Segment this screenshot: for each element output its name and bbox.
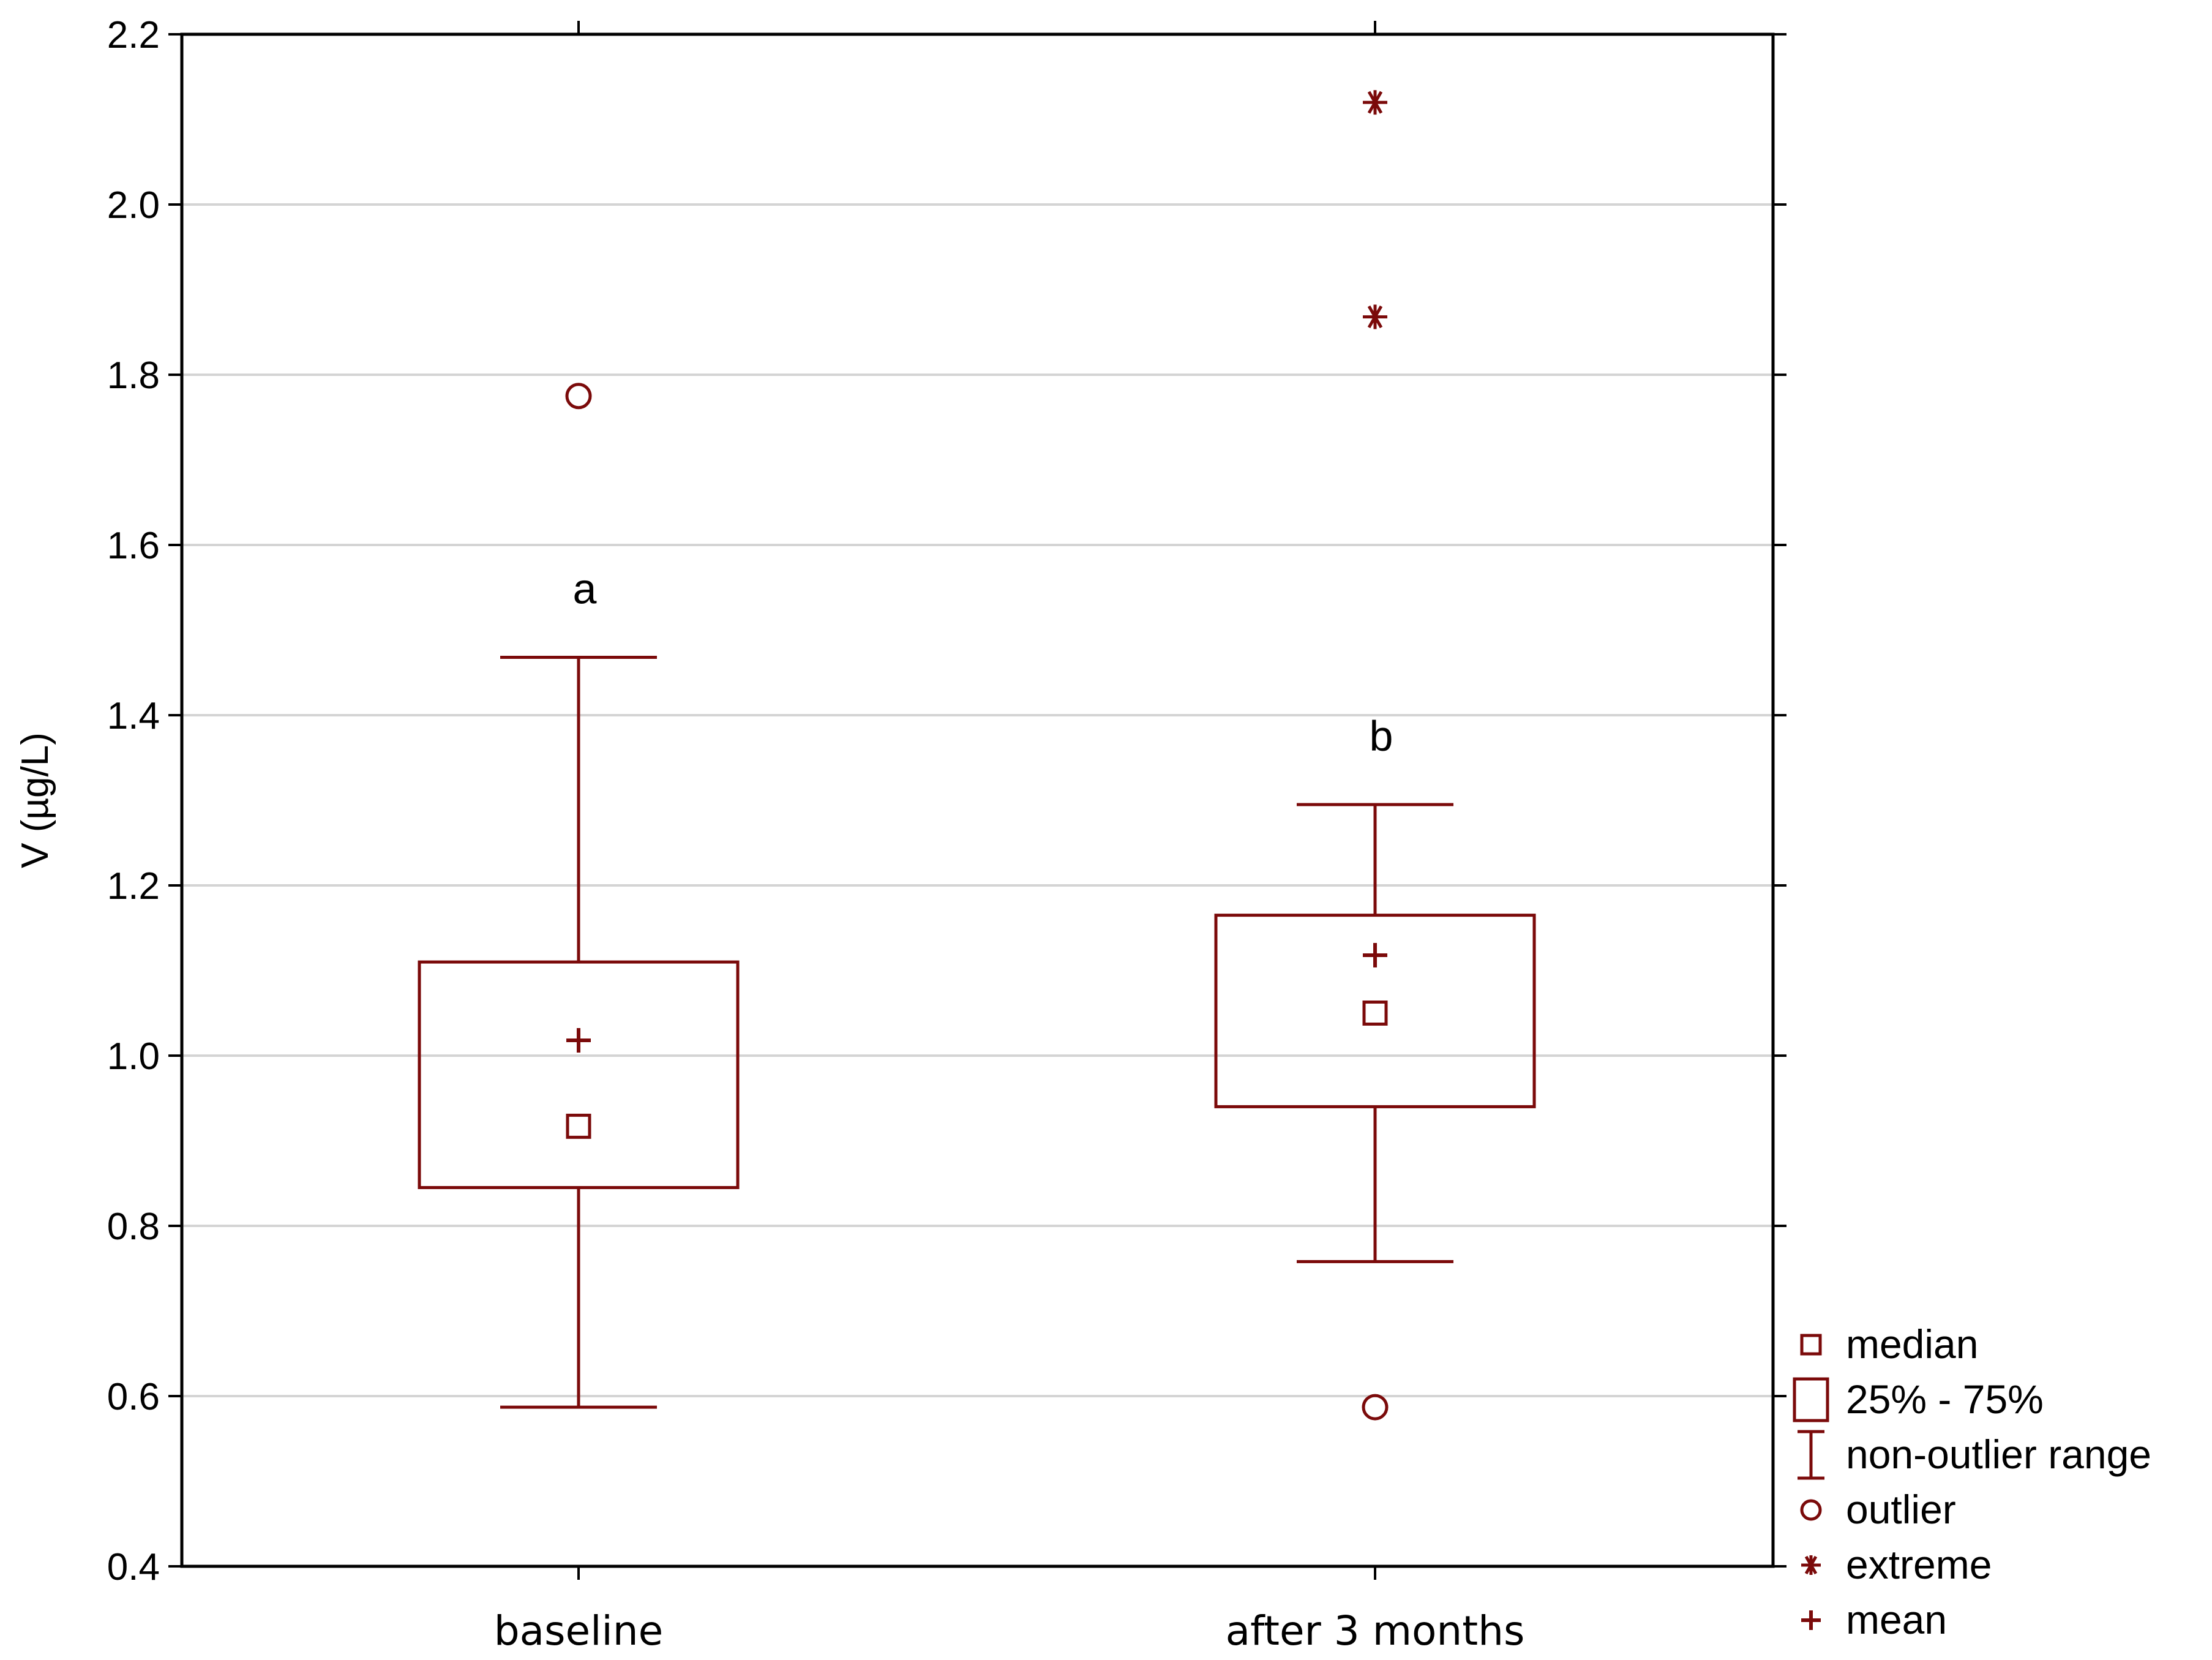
y-tick-label: 1.4: [107, 695, 160, 737]
y-tick-label: 1.0: [107, 1035, 160, 1078]
series-1: b: [1214, 90, 1536, 1421]
y-tick-label: 1.6: [107, 525, 160, 567]
legend-item-whisker: non-outlier range: [1798, 1430, 2151, 1480]
mean-marker: [1363, 942, 1387, 967]
legend-label: median: [1846, 1321, 1978, 1367]
y-axis-label: V (µg/L): [14, 732, 56, 868]
series-0: a: [418, 383, 740, 1409]
legend-item-circle: outlier: [1800, 1487, 1956, 1532]
x-category-label: after 3 months: [1226, 1607, 1525, 1654]
y-tick-label: 0.4: [107, 1546, 160, 1588]
outlier-marker: [1362, 1394, 1389, 1421]
legend-item-asterisk: extreme: [1801, 1542, 1992, 1587]
legend-extreme-symbol: [1801, 1555, 1821, 1575]
legend-mean-symbol: [1801, 1610, 1821, 1630]
series-layer: ab: [418, 90, 1536, 1421]
legend-label: 25% - 75%: [1846, 1376, 2044, 1422]
y-tick-label: 0.8: [107, 1206, 160, 1248]
legend-label: mean: [1846, 1597, 1947, 1642]
legend: median 25% - 75% non-outlier range outlier e…: [1793, 1321, 2151, 1642]
legend-item-plus: mean: [1801, 1597, 1947, 1642]
legend-item-median-square: median: [1800, 1321, 1978, 1367]
extreme-marker: [1363, 304, 1387, 329]
significance-annotation: a: [573, 565, 597, 612]
median-marker: [566, 1113, 591, 1139]
y-tick-label: 2.0: [107, 184, 160, 227]
iqr-box: [418, 960, 740, 1189]
legend-outlier-symbol: [1800, 1499, 1822, 1521]
plot-frame: [180, 32, 1775, 1568]
y-tick-label: 2.2: [107, 14, 160, 56]
legend-item-box: 25% - 75%: [1793, 1376, 2044, 1422]
x-axis-ticks: baseline after 3 months: [494, 21, 1525, 1654]
outlier-marker: [565, 383, 592, 410]
x-category-label: baseline: [494, 1607, 663, 1654]
mean-marker: [566, 1027, 591, 1053]
legend-label: extreme: [1846, 1542, 1992, 1587]
y-tick-label: 1.8: [107, 355, 160, 397]
gridlines: [182, 203, 1773, 1397]
y-tick-label: 1.2: [107, 865, 160, 907]
significance-annotation: b: [1370, 712, 1393, 760]
y-tick-label: 0.6: [107, 1376, 160, 1418]
legend-label: non-outlier range: [1846, 1432, 2151, 1477]
legend-box-symbol: [1793, 1377, 1829, 1422]
y-axis-ticks: 0.4 0.6 0.8 1.0 1.2 1.4 1.6 1.8 2.0 2.2: [107, 14, 1786, 1588]
legend-median-symbol: [1800, 1334, 1822, 1356]
legend-label: outlier: [1846, 1487, 1956, 1532]
iqr-box: [1214, 914, 1536, 1108]
median-marker: [1362, 1001, 1388, 1026]
extreme-marker: [1363, 90, 1387, 115]
